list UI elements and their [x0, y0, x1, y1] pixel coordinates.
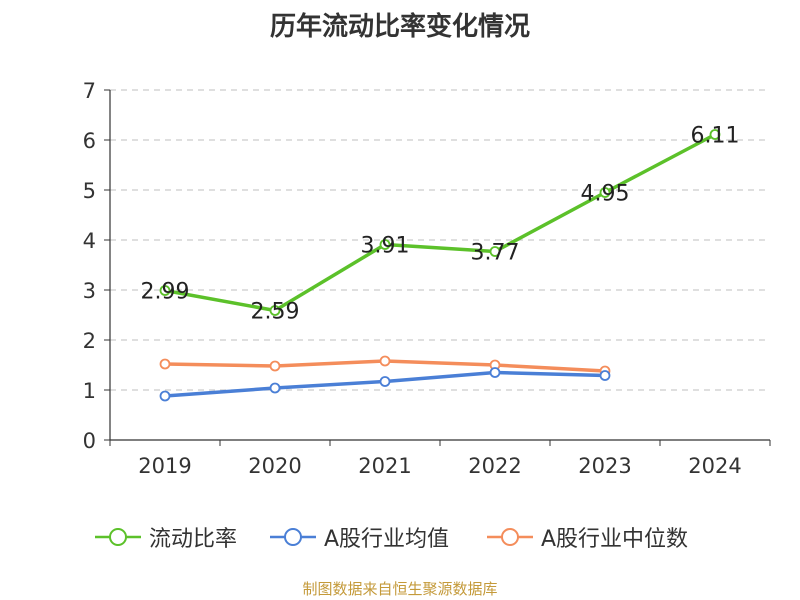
legend-item-industry-average[interactable]: A股行业均值 — [270, 520, 449, 554]
y-tick-label: 2 — [83, 329, 96, 353]
legend-label: A股行业均值 — [324, 527, 450, 552]
x-tick-label: 2022 — [468, 454, 521, 478]
legend-label: A股行业中位数 — [541, 527, 689, 552]
data-point — [159, 285, 171, 296]
data-point — [269, 360, 281, 372]
data-point — [709, 129, 721, 140]
data-label: 2.99 — [141, 280, 190, 305]
x-tick-label: 2024 — [688, 454, 741, 478]
data-point — [269, 305, 281, 316]
y-tick-label: 4 — [83, 229, 96, 253]
y-tick-label: 3 — [83, 279, 96, 303]
y-tick-label: 6 — [83, 129, 96, 153]
data-point — [379, 239, 391, 250]
chart-title: 历年流动比率变化情况 — [269, 12, 530, 42]
x-tick-label: 2019 — [138, 454, 191, 478]
legend-line-marker-icon — [270, 528, 316, 546]
y-tick-label: 0 — [83, 429, 96, 453]
data-point — [379, 376, 391, 387]
series-line — [164, 132, 716, 313]
data-point — [269, 382, 281, 394]
data-label: 2.59 — [251, 300, 300, 325]
data-source-note: 制图数据来自恒生聚源数据库 — [302, 580, 498, 598]
legend-item-industry-median[interactable]: A股行业中位数 — [487, 520, 688, 554]
data-point — [599, 187, 611, 198]
data-label: 3.77 — [471, 241, 520, 266]
data-point — [159, 390, 171, 402]
data-point — [489, 367, 501, 378]
data-point — [379, 355, 391, 367]
data-label: 4.95 — [581, 182, 630, 207]
y-tick-label: 1 — [83, 379, 96, 403]
legend-line-marker-icon — [95, 528, 141, 546]
x-tick-label: 2023 — [578, 454, 631, 478]
chart-legend: 流动比率 A股行业均值 A股行业中位数 — [0, 520, 800, 554]
y-tick-label: 7 — [83, 79, 96, 103]
legend-label: 流动比率 — [149, 527, 238, 552]
data-label: 3.91 — [361, 234, 410, 259]
data-point — [599, 370, 611, 381]
legend-item-current-ratio[interactable]: 流动比率 — [95, 520, 237, 554]
data-point — [489, 246, 501, 257]
x-tick-label: 2020 — [248, 454, 301, 478]
data-point — [159, 358, 171, 370]
x-tick-label: 2021 — [358, 454, 411, 478]
data-label: 6.11 — [691, 124, 740, 149]
y-tick-label: 5 — [83, 179, 96, 203]
legend-line-marker-icon — [487, 528, 533, 546]
